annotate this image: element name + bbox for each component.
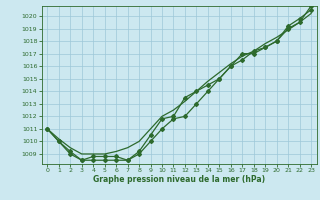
X-axis label: Graphe pression niveau de la mer (hPa): Graphe pression niveau de la mer (hPa) bbox=[93, 175, 265, 184]
